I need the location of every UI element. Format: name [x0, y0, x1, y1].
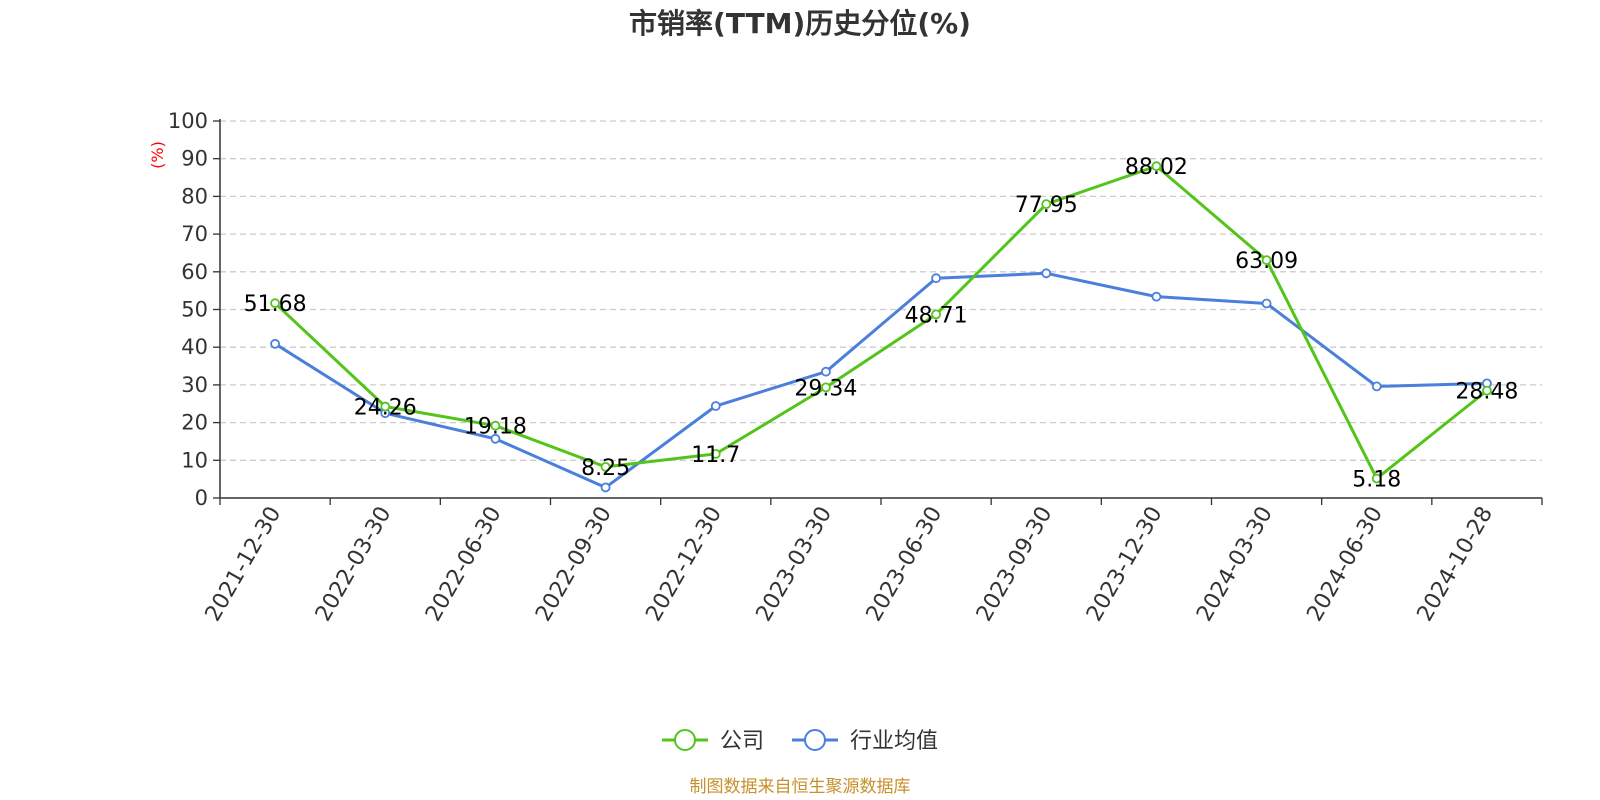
data-point[interactable] [270, 298, 280, 309]
source-note: 制图数据来自恒生聚源数据库 [690, 777, 911, 797]
data-point[interactable] [1261, 255, 1272, 266]
x-tick-label: 2022-09-30 [531, 503, 617, 626]
data-point[interactable] [1371, 381, 1382, 392]
data-point[interactable] [490, 433, 501, 444]
legend-marker [804, 729, 826, 751]
y-tick-label: 0 [195, 486, 208, 510]
data-point[interactable] [1482, 385, 1492, 396]
legend-item[interactable]: 行业均值 [792, 729, 938, 754]
data-label: 63.09 [1235, 249, 1298, 274]
x-tick-label: 2024-10-28 [1413, 503, 1499, 626]
data-label: 29.34 [794, 376, 857, 401]
data-label: 48.71 [905, 303, 968, 328]
y-tick-label: 40 [181, 335, 208, 359]
x-tick-label: 2024-03-30 [1192, 503, 1278, 626]
x-tick-labels: 2021-12-30 2022-03-30 2022-06-30 2022-09-30… [201, 503, 1498, 626]
data-point[interactable] [490, 420, 501, 431]
data-point[interactable] [600, 461, 611, 472]
data-label: 8.25 [581, 456, 630, 481]
grid-lines [220, 120, 1542, 461]
data-labels: 51.68 24.26 19.18 8.25 11.7 29.34 48.71 77.95 88… [244, 155, 1519, 492]
data-point[interactable] [1151, 291, 1162, 302]
axes [213, 119, 1543, 505]
series-lines [270, 161, 1492, 493]
data-point[interactable] [1041, 268, 1052, 279]
data-point[interactable] [710, 448, 721, 459]
y-tick-label: 20 [181, 411, 208, 435]
y-tick-label: 30 [181, 373, 208, 397]
data-label: 5.18 [1352, 467, 1401, 492]
data-label: 88.02 [1125, 155, 1188, 180]
data-point[interactable] [380, 401, 391, 412]
y-tick-label: 60 [181, 260, 208, 284]
data-point[interactable] [1041, 199, 1052, 210]
y-tick-labels: 0 10 20 30 40 50 60 70 80 90 100 [168, 109, 208, 510]
legend-label: 行业均值 [850, 729, 938, 754]
x-tick-label: 2023-09-30 [972, 503, 1058, 626]
data-label: 28.48 [1455, 380, 1518, 405]
x-tick-label: 2022-06-30 [421, 503, 507, 626]
y-axis-label: (%) [148, 141, 167, 169]
data-point[interactable] [600, 482, 611, 493]
legend-label: 公司 [720, 729, 764, 754]
legend[interactable]: 公司 行业均值 [662, 729, 938, 754]
data-point[interactable] [1371, 473, 1382, 484]
x-tick-label: 2023-12-30 [1082, 503, 1168, 626]
y-tick-label: 90 [181, 147, 208, 171]
y-tick-label: 50 [181, 298, 208, 322]
data-point[interactable] [821, 366, 831, 377]
data-label: 51.68 [244, 292, 307, 317]
y-tick-label: 80 [181, 184, 208, 208]
data-point[interactable] [1151, 161, 1162, 172]
x-tick-label: 2021-12-30 [201, 503, 287, 626]
data-label: 77.95 [1015, 193, 1078, 218]
data-point[interactable] [1261, 298, 1272, 309]
data-label: 24.26 [354, 396, 417, 421]
y-tick-label: 70 [181, 222, 208, 246]
x-tick-label: 2022-12-30 [641, 503, 727, 626]
x-tick-label: 2022-03-30 [311, 503, 397, 626]
chart-title: 市销率(TTM)历史分位(%) [629, 7, 971, 40]
data-label: 11.7 [691, 443, 740, 468]
series-line [274, 164, 1488, 480]
series-line [274, 271, 1487, 489]
x-tick-label: 2024-06-30 [1302, 503, 1388, 626]
data-point[interactable] [821, 382, 831, 393]
legend-marker [674, 729, 696, 751]
y-tick-label: 100 [168, 109, 208, 133]
legend-item[interactable]: 公司 [662, 729, 764, 754]
data-point[interactable] [710, 401, 721, 411]
data-label: 19.18 [464, 415, 527, 440]
y-tick-label: 10 [181, 448, 208, 472]
x-tick-label: 2023-03-30 [752, 503, 838, 626]
data-point[interactable] [931, 273, 941, 284]
x-tick-label: 2023-06-30 [862, 503, 948, 626]
data-point[interactable] [931, 309, 941, 320]
data-point[interactable] [270, 338, 280, 349]
